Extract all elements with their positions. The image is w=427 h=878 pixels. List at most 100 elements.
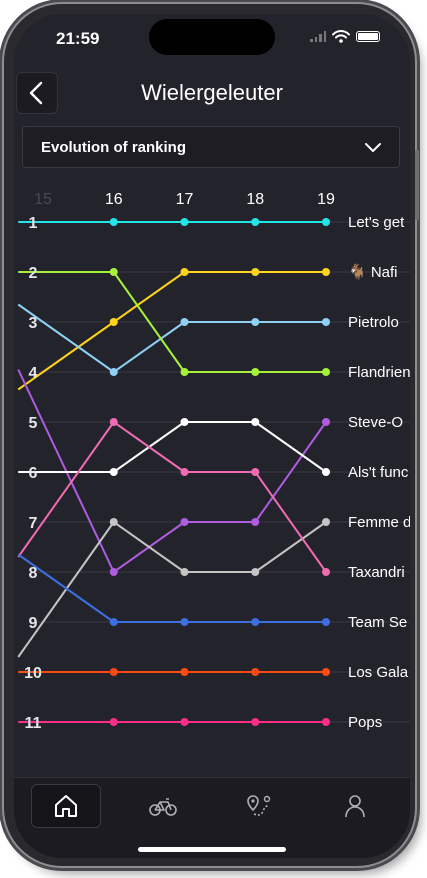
series-label: Taxandri — [348, 564, 405, 581]
data-point — [251, 568, 260, 576]
data-point — [322, 368, 330, 376]
data-point — [251, 268, 260, 276]
data-point — [180, 418, 189, 426]
series-line — [17, 521, 327, 658]
data-point — [251, 668, 260, 676]
data-point — [322, 718, 330, 726]
data-point — [251, 318, 260, 326]
tab-route[interactable] — [224, 784, 294, 828]
data-point — [180, 668, 189, 676]
battery-icon — [356, 31, 380, 42]
data-point — [109, 468, 118, 476]
data-point — [251, 218, 260, 226]
data-point — [109, 418, 118, 426]
rank-label: 4 — [29, 365, 38, 382]
rank-label: 10 — [24, 665, 42, 682]
chevron-down-icon — [365, 143, 381, 152]
series-label: Pietrolo — [348, 314, 399, 331]
series-label: Flandrien — [348, 364, 410, 381]
data-point — [109, 618, 118, 626]
x-tick-label: 15 — [34, 191, 52, 208]
series-label: 🐐 Nafi — [348, 263, 398, 281]
data-point — [251, 518, 260, 526]
side-button — [415, 150, 419, 220]
home-indicator — [138, 847, 286, 852]
data-point — [180, 368, 189, 376]
series-line — [18, 421, 327, 473]
data-point — [109, 718, 118, 726]
data-point — [109, 668, 118, 676]
status-time: 21:59 — [56, 29, 100, 48]
data-point — [180, 268, 189, 276]
tab-bike[interactable] — [128, 784, 198, 828]
home-icon — [55, 795, 77, 817]
x-tick-label: 18 — [246, 191, 264, 208]
data-point — [109, 518, 118, 526]
series-label: Team Se — [348, 614, 407, 631]
dropdown-selected-value: Evolution of ranking — [41, 139, 186, 156]
data-point — [322, 468, 330, 476]
data-point — [109, 218, 118, 226]
data-point — [251, 468, 260, 476]
series-label: Los Gala — [348, 664, 409, 681]
rank-label: 2 — [29, 265, 38, 282]
app-screen: 21:59 Wielergeleuter Evolution of rankin… — [14, 14, 410, 858]
rank-label: 6 — [29, 465, 38, 482]
data-point — [251, 418, 260, 426]
x-tick-label: 19 — [317, 191, 335, 208]
tab-bar — [14, 777, 410, 858]
series-line — [17, 421, 327, 573]
ranking-dropdown[interactable]: Evolution of ranking — [22, 126, 400, 168]
dynamic-island — [149, 19, 275, 55]
header: Wielergeleuter — [14, 70, 410, 120]
data-point — [180, 618, 189, 626]
x-tick-label: 16 — [105, 191, 123, 208]
rank-label: 9 — [29, 615, 38, 632]
rank-label: 8 — [29, 565, 38, 582]
series-label: Als't func — [348, 464, 409, 481]
data-point — [109, 568, 118, 576]
back-button[interactable] — [16, 72, 58, 114]
profile-icon — [345, 795, 365, 818]
bike-icon — [149, 798, 177, 816]
data-point — [180, 518, 189, 526]
wifi-icon — [332, 30, 350, 43]
data-point — [180, 718, 189, 726]
data-point — [180, 218, 189, 226]
x-tick-label: 17 — [176, 191, 194, 208]
rank-label: 3 — [29, 315, 38, 332]
data-point — [180, 568, 189, 576]
route-icon — [247, 795, 271, 816]
signal-icon — [310, 31, 326, 42]
series-label: Let's get — [348, 214, 405, 231]
series-line — [17, 369, 327, 573]
data-point — [251, 368, 260, 376]
data-point — [322, 418, 330, 426]
series-label: Pops — [348, 714, 382, 731]
data-point — [109, 318, 118, 326]
data-point — [251, 718, 260, 726]
series-label: Femme d — [348, 514, 410, 531]
series-line — [17, 553, 326, 623]
data-point — [322, 618, 330, 626]
data-point — [322, 268, 330, 276]
data-point — [322, 218, 330, 226]
data-point — [180, 468, 189, 476]
rank-label: 5 — [29, 415, 38, 432]
series-line — [18, 271, 326, 373]
series-line — [17, 303, 326, 373]
data-point — [322, 318, 330, 326]
data-point — [322, 668, 330, 676]
tab-home[interactable] — [31, 784, 101, 828]
chevron-left-icon — [29, 81, 43, 105]
rank-label: 1 — [29, 215, 38, 232]
data-point — [322, 518, 330, 526]
data-point — [109, 368, 118, 376]
page-title: Wielergeleuter — [141, 80, 283, 105]
series-line — [17, 271, 326, 391]
tab-profile[interactable] — [320, 784, 390, 828]
data-point — [251, 618, 260, 626]
data-point — [322, 568, 330, 576]
rank-label: 7 — [29, 515, 38, 532]
